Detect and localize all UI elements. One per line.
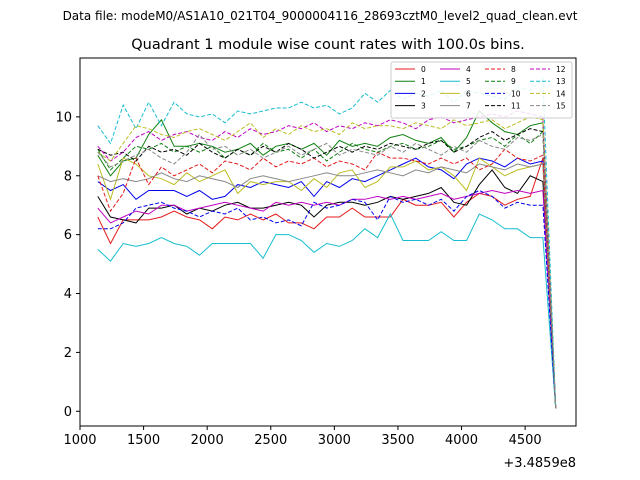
legend-label-4: 4	[466, 65, 471, 74]
chart-title: Quadrant 1 module wise count rates with …	[131, 37, 525, 53]
legend-label-13: 13	[556, 77, 566, 86]
series-line-11	[97, 128, 557, 409]
y-tick-label: 6	[64, 228, 72, 243]
x-tick-label: 1500	[127, 433, 160, 448]
legend-label-1: 1	[421, 77, 426, 86]
x-tick-label: 4500	[509, 433, 542, 448]
y-tick-label: 0	[64, 405, 72, 420]
x-tick-label: 3500	[381, 433, 414, 448]
axes-frame	[79, 57, 577, 427]
series-line-6	[97, 157, 557, 409]
series-line-10	[97, 189, 557, 409]
plot-area: 1000 1500 2000 2500 3000 3500 4000 4500 0246810…	[55, 57, 577, 471]
x-offset-label: +3.4859e8	[503, 456, 576, 471]
legend-label-14: 14	[556, 89, 566, 98]
x-axis: 1000 1500 2000 2500 3000 3500 4000 4500	[63, 426, 542, 448]
legend-label-10: 10	[511, 89, 521, 98]
legend-label-12: 12	[556, 65, 566, 74]
x-tick-label: 3000	[318, 433, 351, 448]
data-file-suptitle: Data file: modeM0/AS1A10_021T04_90000041…	[63, 9, 578, 23]
x-tick-label: 1000	[63, 433, 96, 448]
legend-label-9: 9	[511, 77, 516, 86]
x-tick-label: 2000	[191, 433, 224, 448]
series-line-5	[97, 212, 557, 409]
series-line-12	[97, 110, 557, 409]
y-tick-label: 10	[55, 110, 72, 125]
legend-label-6: 6	[466, 89, 471, 98]
legend-label-11: 11	[511, 102, 521, 111]
legend-label-3: 3	[421, 102, 426, 111]
x-tick-label: 4000	[445, 433, 478, 448]
y-tick-label: 8	[64, 169, 72, 184]
y-tick-label: 2	[64, 346, 72, 361]
series-line-7	[97, 163, 557, 409]
x-tick-label: 2500	[254, 433, 287, 448]
series-layer	[97, 77, 557, 409]
series-line-15	[97, 133, 557, 409]
legend-box	[390, 61, 573, 119]
y-tick-label: 4	[64, 287, 72, 302]
legend-label-0: 0	[421, 65, 426, 74]
series-line-14	[97, 116, 557, 409]
legend-label-7: 7	[466, 102, 471, 111]
legend-label-2: 2	[421, 89, 426, 98]
series-line-8	[97, 148, 557, 409]
legend-label-15: 15	[556, 102, 566, 111]
series-line-13	[97, 77, 557, 409]
legend-label-5: 5	[466, 77, 471, 86]
legend-label-8: 8	[511, 65, 516, 74]
series-line-4	[97, 189, 557, 409]
y-axis: 0 2 4 6 8 10	[55, 110, 80, 420]
